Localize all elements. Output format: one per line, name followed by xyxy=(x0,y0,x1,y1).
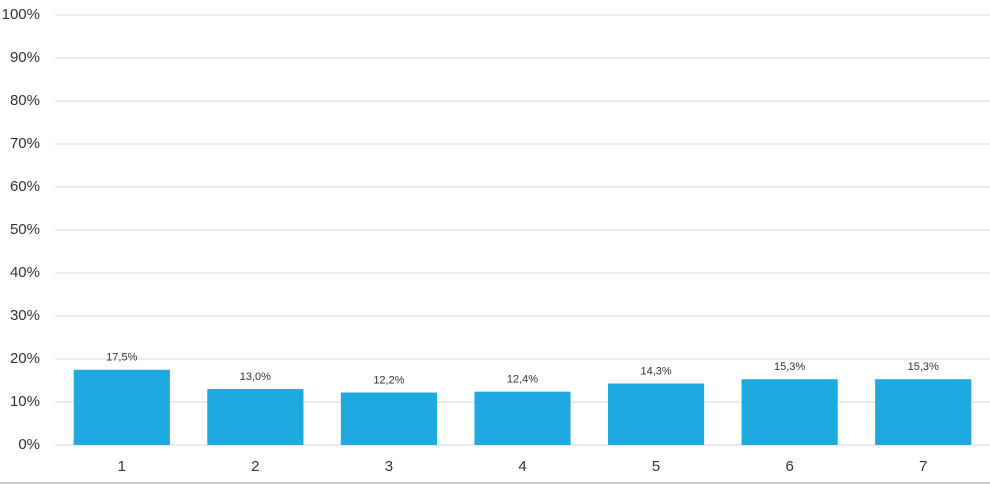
bar xyxy=(607,383,705,445)
y-tick-label: 60% xyxy=(10,178,40,195)
x-tick-label: 4 xyxy=(518,458,526,475)
y-tick-label: 40% xyxy=(10,264,40,281)
y-tick-label: 80% xyxy=(10,92,40,109)
value-label: 15,3% xyxy=(908,361,939,373)
value-label: 17,5% xyxy=(106,352,137,364)
value-label: 15,3% xyxy=(774,361,805,373)
bar xyxy=(207,389,304,445)
x-tick-label: 2 xyxy=(251,458,259,475)
value-label: 13,0% xyxy=(240,371,271,383)
y-tick-label: 50% xyxy=(10,221,40,238)
x-tick-label: 6 xyxy=(785,458,793,475)
x-tick-label: 7 xyxy=(919,458,927,475)
value-label: 12,2% xyxy=(373,374,404,386)
x-tick-label: 3 xyxy=(385,458,393,475)
bar xyxy=(340,392,438,445)
value-label: 12,4% xyxy=(507,374,538,386)
y-tick-label: 0% xyxy=(18,436,40,453)
y-tick-label: 90% xyxy=(10,49,40,66)
y-tick-label: 20% xyxy=(10,350,40,367)
bar xyxy=(474,391,571,445)
y-tick-label: 70% xyxy=(10,135,40,152)
x-tick-label: 5 xyxy=(652,458,660,475)
bar xyxy=(875,379,972,445)
bar xyxy=(73,369,170,445)
bar xyxy=(741,379,838,445)
y-tick-label: 100% xyxy=(2,6,40,23)
value-label: 14,3% xyxy=(640,365,671,377)
y-tick-label: 30% xyxy=(10,307,40,324)
x-tick-label: 1 xyxy=(118,458,126,475)
y-tick-label: 10% xyxy=(10,393,40,410)
